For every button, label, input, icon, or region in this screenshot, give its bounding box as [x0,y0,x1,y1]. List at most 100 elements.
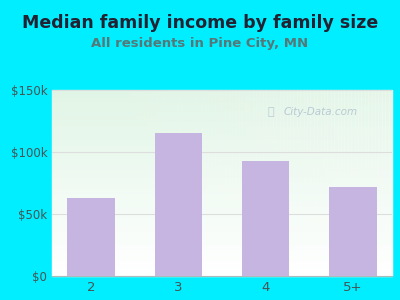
Bar [52,259,392,261]
Bar [103,90,106,276]
Bar [52,263,392,265]
Bar [351,90,354,276]
Bar [52,112,392,114]
Bar [130,90,134,276]
Bar [286,90,290,276]
Bar [52,211,392,213]
Bar [52,140,392,142]
Text: Median family income by family size: Median family income by family size [22,14,378,32]
Bar [232,90,236,276]
Bar [362,90,365,276]
Bar [365,90,368,276]
Bar [321,90,324,276]
Bar [52,187,392,189]
Bar [52,174,392,176]
Bar [52,198,392,200]
Bar [52,155,392,157]
Bar [215,90,218,276]
Bar [52,116,392,118]
Bar [242,90,246,276]
Bar [52,235,392,237]
Bar [69,90,72,276]
Bar [52,122,392,124]
Bar [52,109,392,110]
Bar [174,90,178,276]
Bar [256,90,259,276]
Bar [52,153,392,155]
Bar [52,218,392,220]
Bar [246,90,249,276]
Bar [375,90,378,276]
Bar [52,190,392,192]
Bar [324,90,327,276]
Bar [52,250,392,252]
Bar [52,230,392,231]
Bar [52,205,392,207]
Bar [229,90,232,276]
Bar [96,90,100,276]
Bar [273,90,276,276]
Bar [52,265,392,267]
Bar [52,244,392,246]
Bar [158,90,161,276]
Bar [127,90,130,276]
Bar [52,98,392,99]
Text: City-Data.com: City-Data.com [283,107,357,117]
Bar [134,90,137,276]
Bar [52,157,392,159]
Bar [154,90,158,276]
Bar [341,90,344,276]
Bar [52,92,392,94]
Bar [188,90,192,276]
Bar [192,90,195,276]
Bar [52,257,392,259]
Bar [283,90,286,276]
Bar [52,272,392,274]
Bar [307,90,310,276]
Bar [76,90,79,276]
Bar [52,233,392,235]
Bar [368,90,372,276]
Bar [314,90,317,276]
Bar [52,192,392,194]
Bar [164,90,168,276]
Bar [144,90,147,276]
Bar [52,96,392,98]
Bar [52,226,392,228]
Bar [110,90,113,276]
Text: Ⓠ: Ⓠ [268,107,274,117]
Bar [68,198,115,276]
Bar [253,90,256,276]
Bar [198,90,202,276]
Bar [52,133,392,135]
Bar [52,214,392,217]
Bar [276,90,280,276]
Bar [52,256,392,257]
Bar [150,90,154,276]
Bar [52,99,392,101]
Bar [82,90,86,276]
Bar [52,254,392,256]
Bar [52,217,392,218]
Bar [195,90,198,276]
Bar [263,90,266,276]
Bar [331,90,334,276]
Bar [52,261,392,263]
Bar [338,90,341,276]
Bar [52,181,392,183]
Bar [66,90,69,276]
Bar [52,107,392,109]
Bar [280,90,283,276]
Bar [52,163,392,164]
Bar [90,90,93,276]
Bar [334,90,338,276]
Bar [52,196,392,198]
Bar [52,172,392,174]
Bar [52,149,392,152]
Bar [52,114,392,116]
Bar [52,267,392,268]
Bar [181,90,185,276]
Bar [52,209,392,211]
Bar [106,90,110,276]
Bar [52,183,392,185]
